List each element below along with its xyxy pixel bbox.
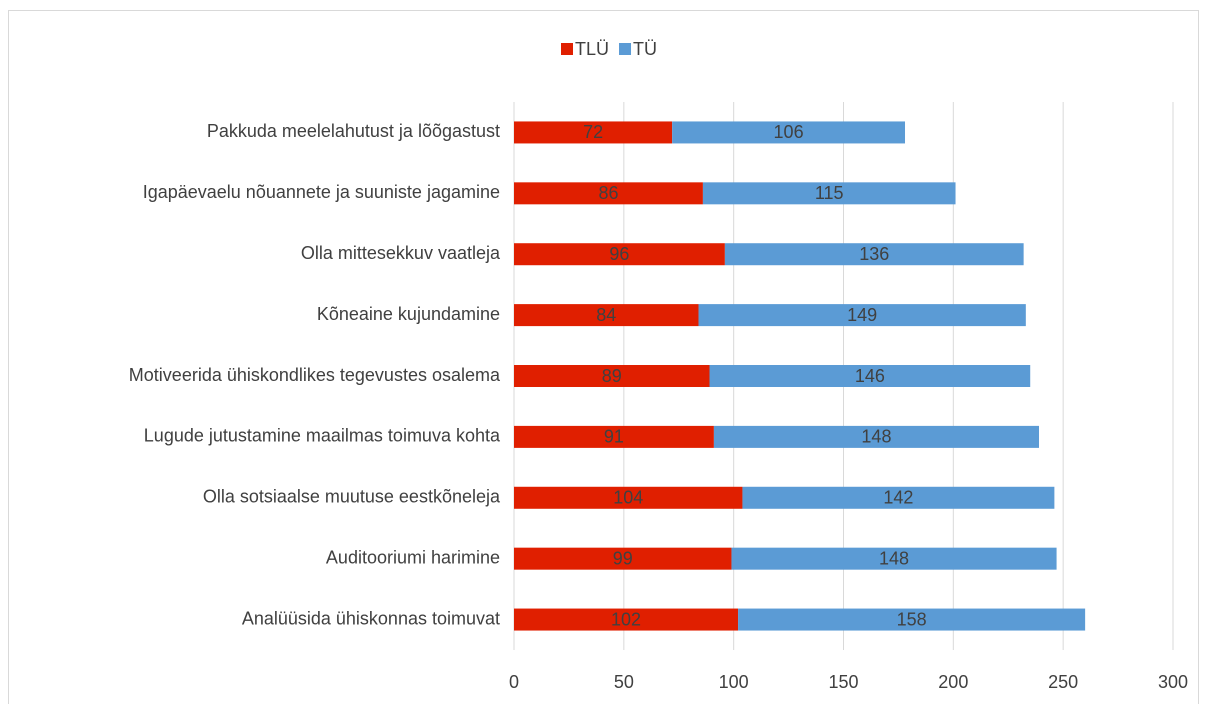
data-label: 142 [883, 488, 913, 508]
data-label: 148 [861, 427, 891, 447]
bar-segment [738, 608, 1086, 631]
bar-segment [702, 182, 956, 205]
bar-segment [514, 304, 699, 327]
bar-segment [514, 547, 732, 570]
data-label: 84 [596, 305, 616, 325]
legend-swatch [619, 43, 632, 55]
x-tick-label: 250 [1048, 672, 1078, 692]
data-label: 102 [611, 609, 641, 629]
bar-segment [514, 121, 673, 144]
x-tick-label: 200 [938, 672, 968, 692]
data-label: 149 [847, 305, 877, 325]
y-tick-label: Kõneaine kujundamine [317, 304, 500, 324]
data-label: 91 [604, 427, 624, 447]
legend-label: TLÜ [575, 39, 609, 59]
legend-label: TÜ [633, 39, 657, 59]
data-label: 146 [855, 366, 885, 386]
x-tick-label: 150 [828, 672, 858, 692]
bar-segment [514, 365, 710, 387]
data-label: 86 [598, 183, 618, 203]
bar-segment [514, 486, 743, 509]
bar-segment [514, 243, 725, 266]
x-tick-label: 300 [1158, 672, 1188, 692]
bar-segment [731, 547, 1057, 570]
bar-segment [514, 608, 739, 631]
y-tick-label: Motiveerida ühiskondlikes tegevustes osa… [129, 365, 501, 385]
data-label: 158 [897, 609, 927, 629]
data-label: 148 [879, 548, 909, 568]
y-tick-label: Olla mittesekkuv vaatleja [301, 243, 501, 263]
legend-swatch [561, 43, 573, 55]
y-tick-label: Pakkuda meelelahutust ja lõõgastust [207, 121, 500, 141]
data-label: 115 [815, 183, 844, 203]
data-label: 106 [774, 122, 804, 142]
data-label: 96 [609, 244, 629, 264]
x-tick-label: 100 [719, 672, 749, 692]
y-tick-label: Igapäevaelu nõuannete ja suuniste jagami… [143, 182, 500, 202]
data-label: 89 [602, 366, 622, 386]
data-label: 99 [613, 548, 633, 568]
bar-segment [514, 182, 703, 205]
bar-segment [742, 486, 1055, 509]
bar-segment [709, 365, 1031, 387]
y-tick-label: Lugude jutustamine maailmas toimuva koht… [144, 426, 501, 446]
y-tick-label: Analüüsida ühiskonnas toimuvat [242, 608, 500, 628]
bar-segment [672, 121, 906, 144]
bar-segment [713, 425, 1040, 448]
y-tick-label: Auditooriumi harimine [326, 547, 500, 567]
y-tick-label: Olla sotsiaalse muutuse eestkõneleja [203, 487, 501, 507]
data-label: 136 [859, 244, 889, 264]
data-label: 104 [613, 488, 643, 508]
x-tick-label: 0 [509, 672, 519, 692]
chart-border [8, 10, 1199, 709]
data-label: 72 [583, 122, 603, 142]
bar-segment [514, 425, 714, 448]
x-tick-label: 50 [614, 672, 634, 692]
bar-segment [724, 243, 1024, 266]
bar-segment [698, 304, 1026, 327]
